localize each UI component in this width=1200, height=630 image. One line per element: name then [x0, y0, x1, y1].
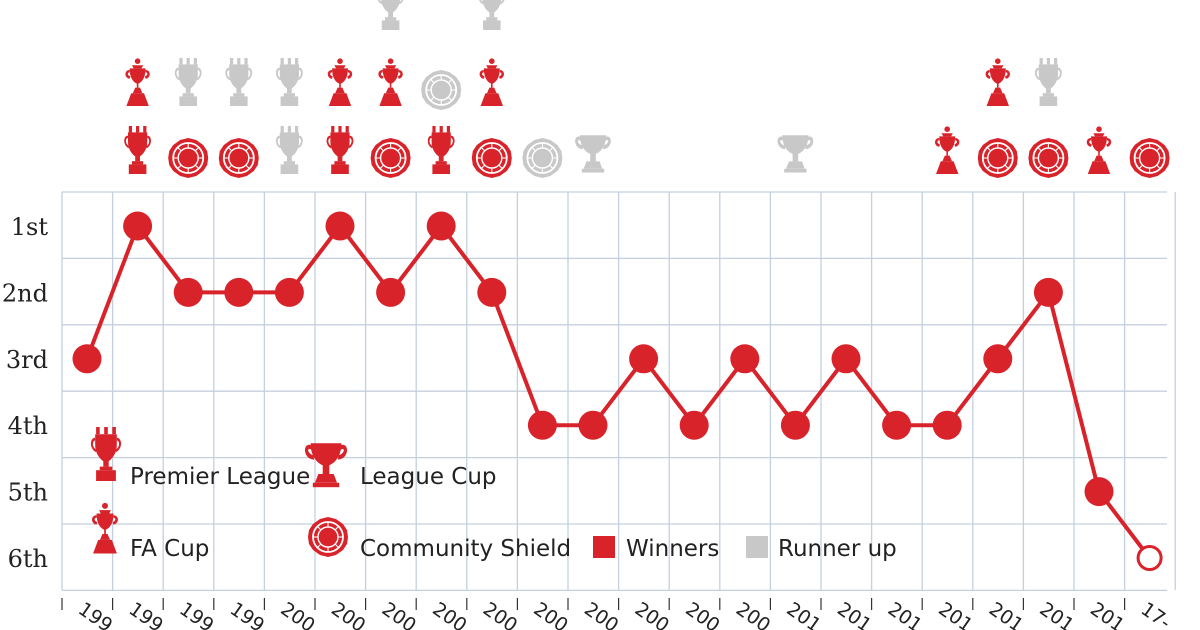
legend-winners-label: Winners — [626, 536, 719, 562]
y-tick-label: 3rd — [6, 346, 48, 374]
fa-cup-icon — [92, 502, 118, 554]
finishing-position-line — [85, 224, 1152, 560]
data-point — [1084, 477, 1114, 507]
x-tick-label: 201 — [1086, 598, 1128, 630]
premier-league-icon — [90, 427, 122, 481]
x-tick-label: 200 — [428, 598, 470, 630]
community-shield-winner-icon — [1027, 137, 1070, 179]
premier-league-runner-up-icon — [276, 58, 303, 106]
data-point — [1033, 277, 1063, 307]
series-line — [85, 224, 1152, 560]
community-shield-winner-icon — [976, 137, 1019, 179]
legend-fa-cup-label: FA Cup — [130, 536, 209, 562]
fa-cup-winner-icon — [479, 58, 504, 106]
premier-league-winner-icon — [124, 126, 151, 174]
premier-league-runner-up-icon — [225, 58, 253, 106]
x-tick-label: 200 — [479, 598, 521, 630]
premier-league-runner-up-icon — [377, 0, 404, 30]
data-point — [578, 410, 608, 440]
y-tick-label: 5th — [8, 479, 48, 507]
fa-cup-winner-icon — [935, 126, 960, 174]
runner-up-swatch — [746, 536, 768, 558]
fa-cup-winner-icon — [125, 58, 150, 106]
fa-cup-winner-icon — [327, 58, 353, 106]
x-tick-label: 199 — [226, 598, 268, 630]
premier-league-runner-up-icon — [276, 126, 303, 174]
x-tick-label: 199 — [125, 598, 167, 630]
community-shield-winner-icon — [470, 137, 513, 179]
x-tick-label: 199 — [74, 598, 116, 630]
data-point — [72, 344, 102, 374]
y-tick-label: 1st — [11, 213, 49, 241]
x-tick-label: 201 — [783, 598, 825, 630]
community-shield-winner-icon — [1128, 137, 1171, 179]
community-shield-winner-icon — [369, 137, 412, 179]
data-point — [629, 344, 659, 374]
league-cup-icon — [304, 443, 348, 488]
winners-swatch — [593, 536, 615, 558]
x-tick-label: 201 — [934, 598, 976, 630]
data-point — [123, 211, 153, 241]
legend-premier-league-label: Premier League — [130, 464, 310, 490]
data-point — [426, 211, 456, 241]
legend-community-shield-label: Community Shield — [360, 536, 571, 562]
trophy-rows — [124, 0, 1171, 179]
y-tick-label: 6th — [8, 545, 48, 573]
data-point — [730, 344, 760, 374]
x-tick-label: 201 — [884, 598, 926, 630]
x-tick-label: 200 — [732, 598, 774, 630]
community-shield-icon — [307, 516, 349, 558]
y-tick-label: 2nd — [2, 279, 48, 307]
data-point — [325, 211, 355, 241]
x-tick-label: 200 — [681, 598, 723, 630]
legend-league-cup-label: League Cup — [360, 464, 497, 490]
fa-cup-winner-icon — [378, 58, 403, 106]
data-point — [274, 277, 304, 307]
data-point — [1136, 545, 1163, 571]
data-point — [224, 277, 254, 307]
fa-cup-winner-icon — [985, 58, 1010, 106]
legend: Premier League League Cup FA Cup Communi… — [90, 427, 897, 562]
premier-league-winner-icon — [427, 126, 455, 174]
y-tick-label: 4th — [8, 412, 48, 440]
x-tick-label: 201 — [833, 598, 875, 630]
league-cup-runner-up-icon — [777, 135, 814, 173]
community-shield-winner-icon — [217, 137, 260, 179]
data-point — [173, 277, 203, 307]
data-point — [679, 410, 709, 440]
fa-cup-winner-icon — [1086, 126, 1112, 174]
data-point — [477, 277, 507, 307]
data-point — [932, 410, 962, 440]
data-point — [882, 410, 912, 440]
community-shield-winner-icon — [167, 137, 210, 179]
community-shield-runner-up-icon — [420, 69, 463, 111]
x-tick-label: 200 — [530, 598, 572, 630]
data-point — [831, 344, 861, 374]
x-tick-label: 200 — [378, 598, 420, 630]
x-tick-label: 200 — [277, 598, 319, 630]
premier-league-winner-icon — [326, 126, 354, 174]
y-axis-labels: 1st 2nd 3rd 4th 5th 6th — [2, 213, 48, 573]
data-point — [780, 410, 810, 440]
x-axis-labels: 199 199 199 199 200 200 200 200 200 200 200 200 200 2… — [61, 598, 1175, 630]
x-tick-label: 17- — [1137, 598, 1175, 630]
x-tick-label: 200 — [580, 598, 622, 630]
premier-league-runner-up-icon — [478, 0, 506, 30]
data-point — [376, 277, 406, 307]
data-point — [983, 344, 1013, 374]
data-point — [527, 410, 557, 440]
league-cup-runner-up-icon — [575, 135, 611, 173]
legend-runner-up-label: Runner up — [778, 536, 897, 562]
x-tick-label: 199 — [175, 598, 217, 630]
x-tick-label: 201 — [1036, 598, 1078, 630]
x-tick-label: 201 — [985, 598, 1027, 630]
x-tick-label: 200 — [631, 598, 673, 630]
data-points — [72, 211, 1163, 571]
community-shield-runner-up-icon — [521, 137, 564, 179]
x-tick-label: 200 — [327, 598, 369, 630]
premier-league-runner-up-icon — [1035, 58, 1062, 106]
premier-league-runner-up-icon — [174, 58, 202, 106]
